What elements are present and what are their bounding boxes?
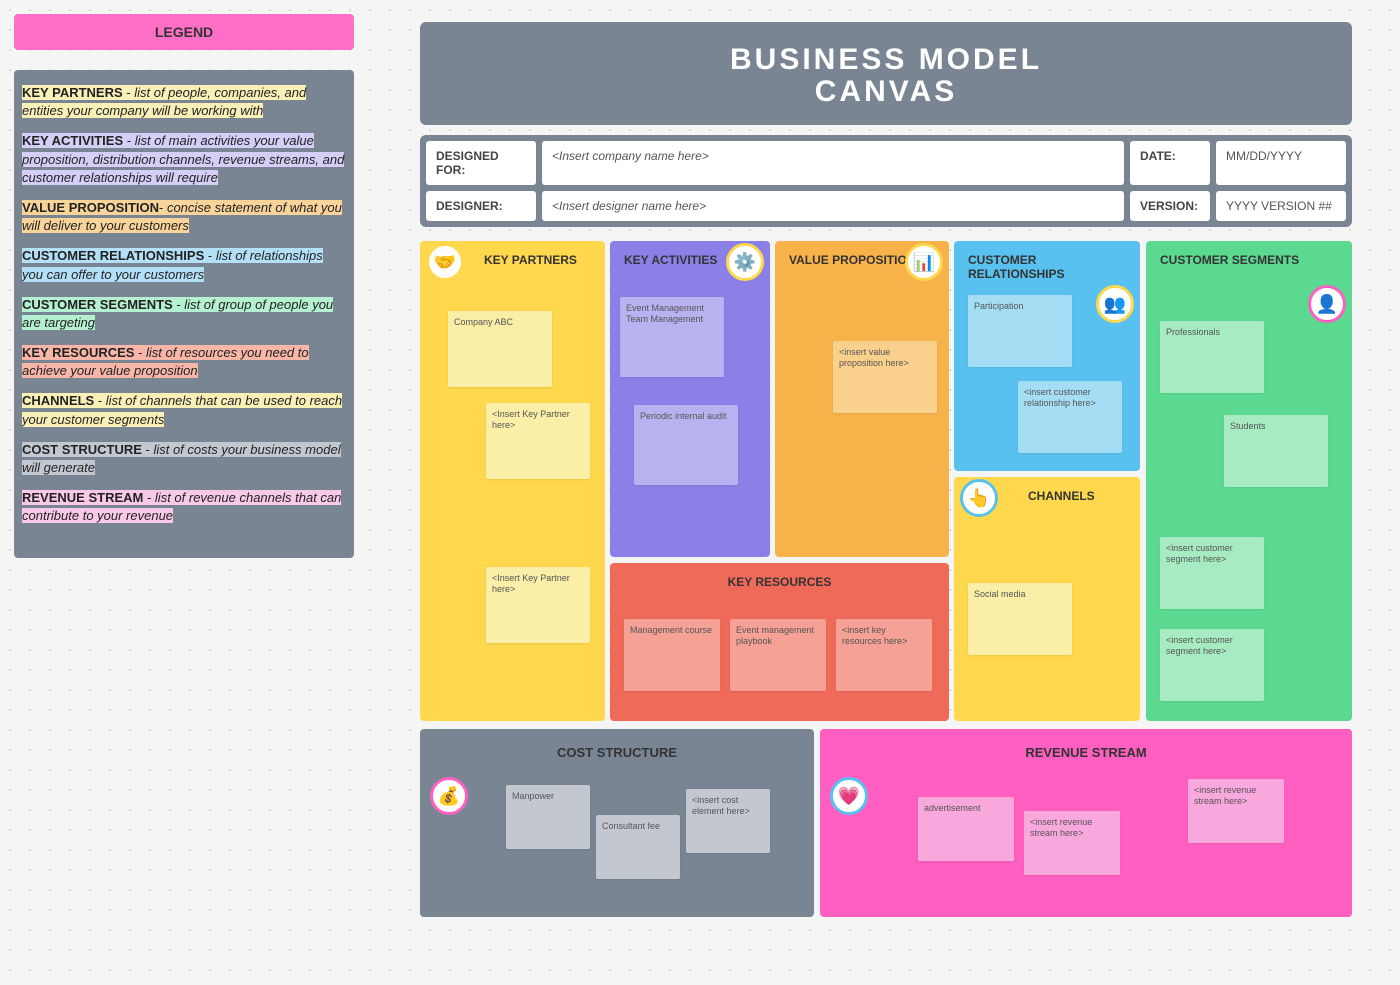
revenue_stream-note[interactable]: advertisement [918, 797, 1014, 861]
legend-term: VALUE PROPOSITION [22, 200, 159, 215]
revenue_stream-block: REVENUE STREAM💗advertisement<insert reve… [820, 729, 1352, 917]
legend-term: COST STRUCTURE [22, 442, 142, 457]
legend-term: CUSTOMER SEGMENTS [22, 297, 173, 312]
key_partners-icon: 🤝 [426, 243, 464, 281]
customer_relationships-note[interactable]: <insert customer relationship here> [1018, 381, 1122, 453]
canvas-bottom-row: COST STRUCTURE💰ManpowerConsultant fee<in… [420, 729, 1352, 917]
meta-designed-for-label: DESIGNED FOR: [426, 141, 536, 185]
value_proposition-note[interactable]: <insert value proposition here> [833, 341, 937, 413]
customer_segments-note[interactable]: Professionals [1160, 321, 1264, 393]
revenue_stream-title: REVENUE STREAM [828, 737, 1344, 768]
legend-item: CHANNELS - list of channels that can be … [22, 392, 346, 428]
legend-item: KEY PARTNERS - list of people, companies… [22, 84, 346, 120]
key_activities-note[interactable]: Periodic internal audit [634, 405, 738, 485]
channels-title: CHANNELS [1022, 485, 1132, 507]
legend-panel: LEGEND KEY PARTNERS - list of people, co… [14, 14, 354, 558]
key_activities-icon: ⚙️ [726, 243, 764, 281]
meta-designed-for-value[interactable]: <Insert company name here> [542, 141, 1124, 185]
customer_relationships-icon: 👥 [1096, 285, 1134, 323]
meta-date-label: DATE: [1130, 141, 1210, 185]
customer_segments-title: CUSTOMER SEGMENTS [1154, 249, 1344, 271]
legend-item: COST STRUCTURE - list of costs your busi… [22, 441, 346, 477]
meta-box: DESIGNED FOR: <Insert company name here>… [420, 135, 1352, 227]
legend-item: KEY RESOURCES - list of resources you ne… [22, 344, 346, 380]
customer_relationships-block: CUSTOMER RELATIONSHIPS👥 Participation <ins… [954, 241, 1140, 471]
header-line1: BUSINESS MODEL [730, 43, 1042, 76]
legend-sep: - [94, 393, 106, 408]
cost_structure-note[interactable]: Manpower [506, 785, 590, 849]
value_proposition-icon: 📊 [905, 243, 943, 281]
legend-sep: - [123, 85, 135, 100]
header-title: BUSINESS MODEL CANVAS [420, 22, 1352, 125]
meta-version-value[interactable]: YYYY VERSION ## [1216, 191, 1346, 221]
legend-body: KEY PARTNERS - list of people, companies… [14, 70, 354, 558]
customer_relationships-title: CUSTOMER RELATIONSHIPS [962, 249, 1132, 285]
key_partners-note[interactable]: Company ABC [448, 311, 552, 387]
key_partners-note[interactable]: <Insert Key Partner here> [486, 403, 590, 479]
cost_structure-note[interactable]: Consultant fee [596, 815, 680, 879]
customer_relationships-note[interactable]: Participation [968, 295, 1072, 367]
legend-term: REVENUE STREAM [22, 490, 143, 505]
channels-icon: 👆 [960, 479, 998, 517]
legend-sep: - [123, 133, 135, 148]
revenue_stream-note[interactable]: <insert revenue stream here> [1188, 779, 1284, 843]
legend-sep: - [142, 442, 154, 457]
key_partners-note[interactable]: <Insert Key Partner here> [486, 567, 590, 643]
value_proposition-block: VALUE PROPOSITION📊<insert value proposit… [775, 241, 949, 557]
cost_structure-icon: 💰 [430, 777, 468, 815]
customer_segments-note[interactable]: <insert customer segment here> [1160, 537, 1264, 609]
legend-term: CHANNELS [22, 393, 94, 408]
key_activities-note[interactable]: Event Management Team Management [620, 297, 724, 377]
channels-block: CHANNELS 👆 Social media [954, 477, 1140, 721]
revenue_stream-icon: 💗 [830, 777, 868, 815]
legend-sep: - [134, 345, 146, 360]
legend-item: CUSTOMER RELATIONSHIPS - list of relatio… [22, 247, 346, 283]
channels-note[interactable]: Social media [968, 583, 1072, 655]
canvas-grid: KEY PARTNERS 🤝 Company ABC <Insert Key Part… [420, 241, 1352, 721]
legend-item: KEY ACTIVITIES - list of main activities… [22, 132, 346, 187]
key_resources-note[interactable]: <insert key resources here> [836, 619, 932, 691]
legend-item: REVENUE STREAM - list of revenue channel… [22, 489, 346, 525]
key_activities-block: KEY ACTIVITIES⚙️Event Management Team Ma… [610, 241, 770, 557]
legend-term: KEY PARTNERS [22, 85, 123, 100]
key_resources-block: KEY RESOURCES Management courseEvent mana… [610, 563, 949, 721]
customer_segments-icon: 👤 [1308, 285, 1346, 323]
meta-designer-label: DESIGNER: [426, 191, 536, 221]
legend-sep: - [204, 248, 216, 263]
meta-version-label: VERSION: [1130, 191, 1210, 221]
meta-designer-value[interactable]: <Insert designer name here> [542, 191, 1124, 221]
customer_segments-note[interactable]: <insert customer segment here> [1160, 629, 1264, 701]
legend-term: KEY ACTIVITIES [22, 133, 123, 148]
header-line2: CANVAS [815, 75, 957, 108]
legend-item: CUSTOMER SEGMENTS - list of group of peo… [22, 296, 346, 332]
key_partners-title: KEY PARTNERS [478, 249, 597, 271]
meta-date-value[interactable]: MM/DD/YYYY [1216, 141, 1346, 185]
legend-title: LEGEND [14, 14, 354, 50]
cost_structure-title: COST STRUCTURE [428, 737, 806, 768]
legend-term: CUSTOMER RELATIONSHIPS [22, 248, 204, 263]
legend-term: KEY RESOURCES [22, 345, 134, 360]
legend-sep: - [143, 490, 155, 505]
canvas: BUSINESS MODEL CANVAS DESIGNED FOR: <Ins… [420, 22, 1352, 917]
customer_segments-block: CUSTOMER SEGMENTS 👤 Professionals Students <… [1146, 241, 1352, 721]
revenue_stream-note[interactable]: <insert revenue stream here> [1024, 811, 1120, 875]
key_partners-block: KEY PARTNERS 🤝 Company ABC <Insert Key Part… [420, 241, 605, 721]
customer_segments-note[interactable]: Students [1224, 415, 1328, 487]
legend-sep: - [173, 297, 185, 312]
cost_structure-note[interactable]: <insert cost element here> [686, 789, 770, 853]
legend-sep: - [159, 200, 167, 215]
key_resources-note[interactable]: Event management playbook [730, 619, 826, 691]
key_resources-note[interactable]: Management course [624, 619, 720, 691]
key_resources-title: KEY RESOURCES [618, 571, 941, 593]
legend-item: VALUE PROPOSITION- concise statement of … [22, 199, 346, 235]
cost_structure-block: COST STRUCTURE 💰 ManpowerConsultant fee<in… [420, 729, 814, 917]
